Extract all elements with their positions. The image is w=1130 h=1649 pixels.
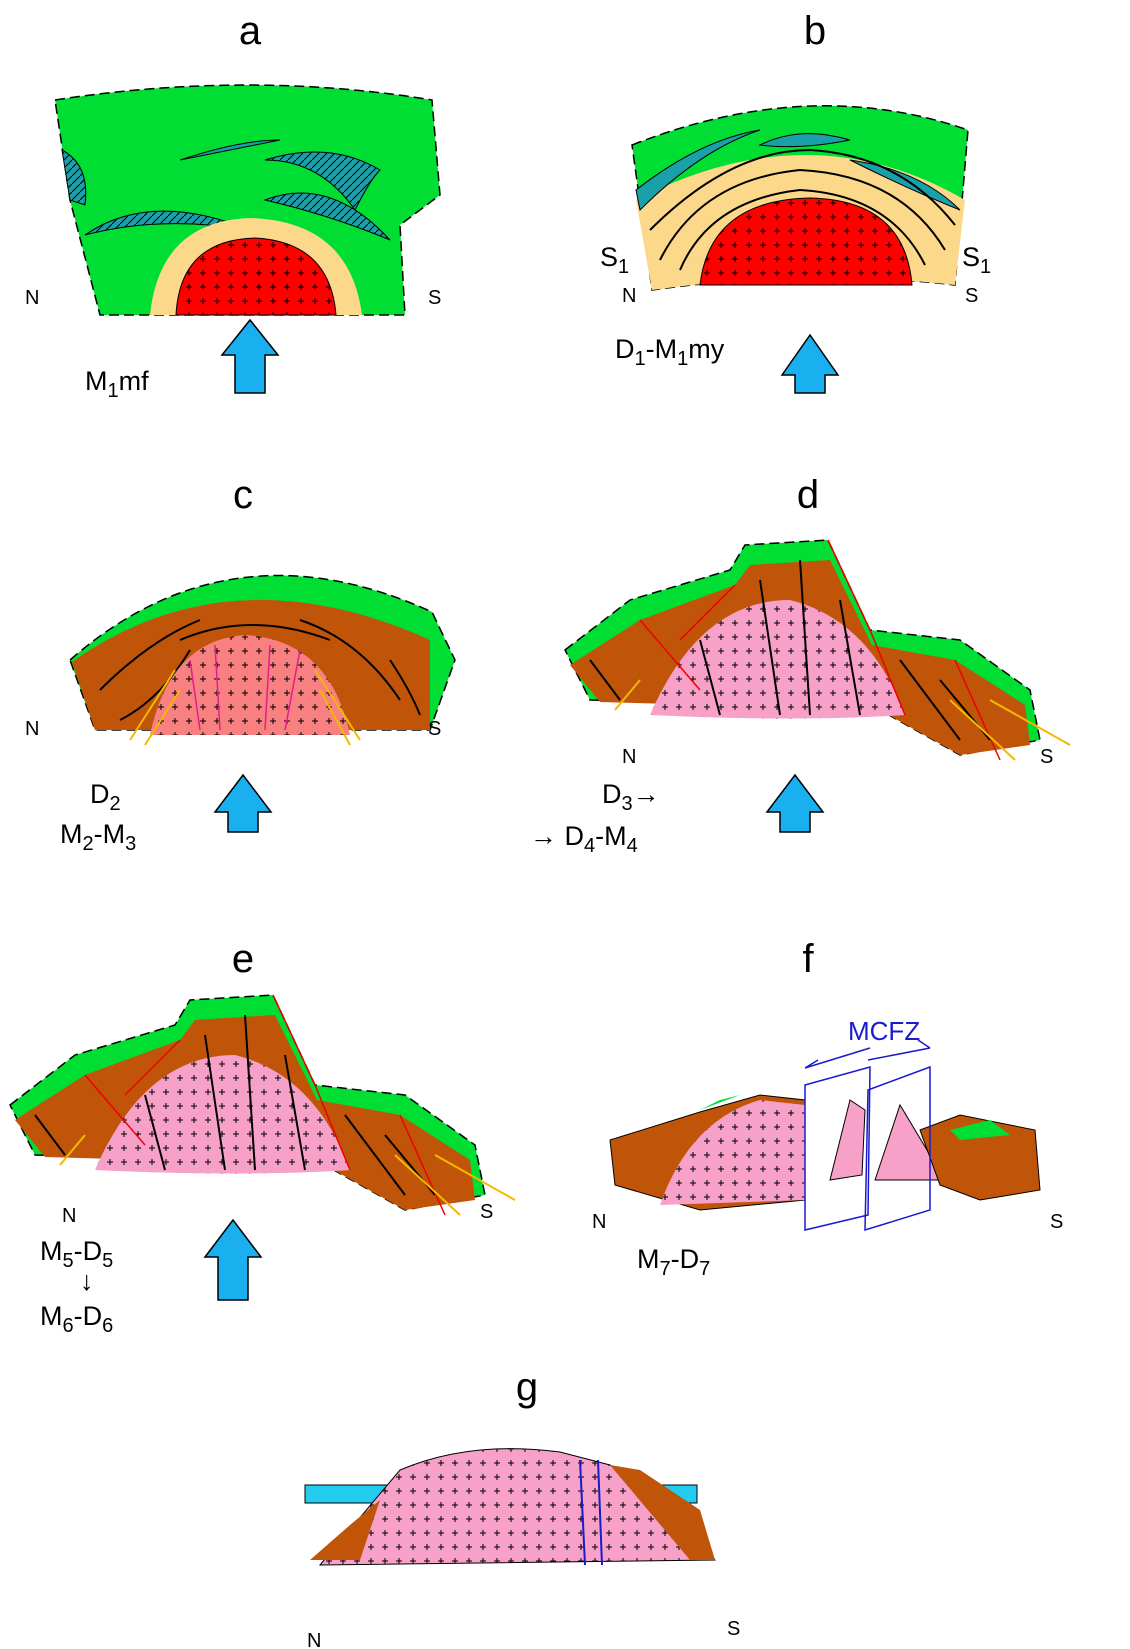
panel-c (70, 576, 455, 832)
label-text: -D (671, 1244, 700, 1274)
label-text: my (688, 334, 724, 364)
uplift-arrow (767, 775, 823, 832)
subscript: 1 (108, 380, 119, 402)
subscript: 1 (618, 256, 629, 278)
label-text: -D (74, 1301, 103, 1331)
foliation-label: S1 (600, 242, 629, 278)
label-text: M (85, 366, 108, 396)
south-label: S (428, 287, 441, 309)
stage-label: D3→ (602, 779, 660, 815)
label-text: D (602, 779, 622, 809)
stage-label: → D4-M4 (530, 821, 638, 857)
panel-letter: a (239, 9, 262, 53)
subscript: 2 (110, 793, 121, 815)
panel-g (305, 1449, 715, 1565)
label-text: → (633, 779, 660, 809)
stage-label: ↓ (80, 1266, 94, 1296)
stage-label: M5-D5 (40, 1236, 113, 1272)
stage-label: D2 (90, 779, 121, 815)
south-label: S (480, 1201, 493, 1223)
panel-letter: g (516, 1365, 538, 1409)
panel-e (10, 995, 515, 1215)
stage-label: M1mf (85, 366, 149, 402)
panel-letter: e (232, 937, 254, 981)
label-text: S (962, 242, 980, 272)
north-label: N (62, 1205, 76, 1227)
south-label: S (965, 285, 978, 307)
uplift-arrow (205, 1220, 261, 1300)
panel-letter: c (233, 473, 253, 517)
panel-f (610, 1040, 1040, 1230)
subscript: 4 (627, 835, 638, 857)
south-label: S (428, 718, 441, 740)
label-text: M (60, 819, 83, 849)
label-text: → D (530, 821, 584, 851)
south-label: S (1040, 746, 1053, 768)
subscript: 1 (677, 348, 688, 370)
south-label: S (727, 1618, 740, 1640)
subscript: 1 (635, 348, 646, 370)
label-text: M (637, 1244, 660, 1274)
stage-label: M2-M3 (60, 819, 136, 855)
label-text: M (40, 1236, 63, 1266)
subscript: 3 (622, 793, 633, 815)
north-label: N (622, 746, 636, 768)
stage-label: M6-D6 (40, 1301, 113, 1337)
north-label: N (307, 1630, 321, 1649)
subscript: 6 (102, 1315, 113, 1337)
north-label: N (25, 287, 39, 309)
subscript: 7 (699, 1258, 710, 1280)
subscript: 1 (980, 256, 991, 278)
label-text: mf (119, 366, 149, 396)
subscript: 2 (83, 833, 94, 855)
north-label: N (592, 1211, 606, 1233)
panel-d (565, 540, 1070, 760)
fault-zone-label: MCFZ (848, 1016, 920, 1046)
north-label: N (622, 285, 636, 307)
label-text: -M (94, 819, 125, 849)
south-label: S (1050, 1211, 1063, 1233)
subscript: 5 (63, 1250, 74, 1272)
label-text: D (615, 334, 635, 364)
subscript: 6 (63, 1315, 74, 1337)
panel-letter: f (802, 937, 814, 981)
label-text: -M (646, 334, 677, 364)
subscript: 3 (125, 833, 136, 855)
label-text: D (90, 779, 110, 809)
label-text: -D (74, 1236, 103, 1266)
north-label: N (25, 718, 39, 740)
panel-a (55, 85, 440, 393)
label-text: -M (595, 821, 626, 851)
label-text: M (40, 1301, 63, 1331)
subscript: 5 (102, 1250, 113, 1272)
foliation-label: S1 (962, 242, 991, 278)
subscript: 7 (660, 1258, 671, 1280)
label-text: ↓ (80, 1266, 94, 1296)
panel-letter: b (804, 9, 826, 53)
label-text: S (600, 242, 618, 272)
stage-label: D1-M1my (615, 334, 725, 370)
diagram: a N S M1mf b N S S1 S1 D1-M1my c N S D2 … (0, 0, 1130, 1649)
subscript: 4 (584, 835, 595, 857)
stage-label: M7-D7 (637, 1244, 710, 1280)
panel-letter: d (797, 473, 819, 517)
